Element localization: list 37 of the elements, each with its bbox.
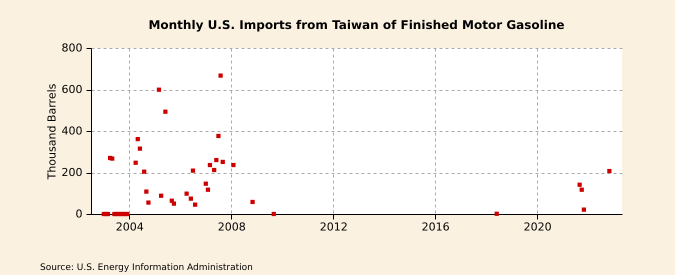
x-tick-label: 2020 — [524, 220, 552, 234]
point — [184, 192, 189, 196]
x-tick-label: 2004 — [116, 220, 144, 234]
point — [212, 168, 216, 172]
point — [578, 182, 582, 187]
point — [156, 88, 162, 92]
chart-title: Monthly U.S. Imports from Taiwan of Finished Motor Gasoline — [148, 18, 565, 32]
point — [214, 158, 218, 162]
point — [159, 194, 164, 198]
point — [138, 146, 142, 151]
y-tick-label: 200 — [62, 166, 82, 179]
x-tick-label: 2016 — [422, 220, 450, 234]
point — [142, 170, 146, 174]
point — [163, 110, 168, 114]
point — [190, 168, 196, 173]
point — [125, 212, 130, 216]
source-note: Source: U.S. Energy Information Administration — [40, 263, 253, 273]
x-tick-label: 2012 — [320, 220, 348, 234]
y-axis-title: Thousand Barrels — [46, 83, 59, 180]
y-tick-label: 0 — [76, 208, 82, 220]
point — [193, 202, 198, 207]
point — [607, 168, 612, 174]
point — [206, 188, 210, 192]
point — [220, 160, 225, 164]
point — [582, 208, 586, 212]
point — [134, 160, 138, 165]
point — [144, 189, 148, 194]
point — [272, 212, 276, 216]
y-tick-label: 400 — [62, 124, 82, 138]
point — [136, 136, 140, 142]
x-tick-label: 2008 — [218, 220, 246, 234]
point — [580, 188, 584, 192]
point — [204, 182, 208, 186]
y-tick-label: 800 — [62, 42, 82, 54]
y-tick-label: 600 — [62, 83, 82, 96]
point — [494, 212, 499, 216]
point — [188, 196, 193, 201]
